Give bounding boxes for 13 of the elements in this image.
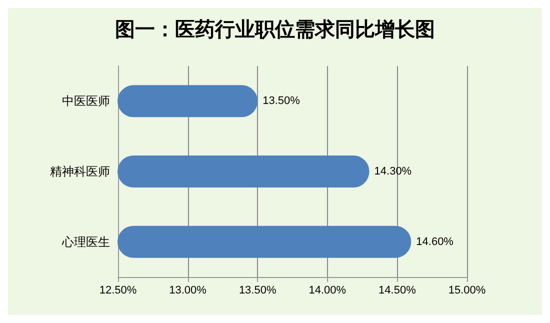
x-tick-label: 13.50% — [238, 284, 276, 296]
data-label: 14.30% — [374, 166, 412, 178]
x-tick-label: 13.00% — [169, 284, 207, 296]
y-tick-label: 精神科医师 — [50, 164, 110, 178]
x-tick-label: 15.00% — [448, 284, 486, 296]
data-label: 14.60% — [416, 236, 454, 248]
x-tick-label: 12.50% — [99, 284, 137, 296]
x-tick-label: 14.50% — [378, 284, 416, 296]
y-tick-label: 心理医生 — [61, 234, 110, 249]
data-label: 13.50% — [262, 95, 300, 108]
x-tick-label: 14.00% — [308, 284, 346, 296]
y-tick-label: 中医医师 — [62, 94, 110, 108]
chart-title: 图一：医药行业职位需求同比增长图 — [115, 17, 435, 41]
